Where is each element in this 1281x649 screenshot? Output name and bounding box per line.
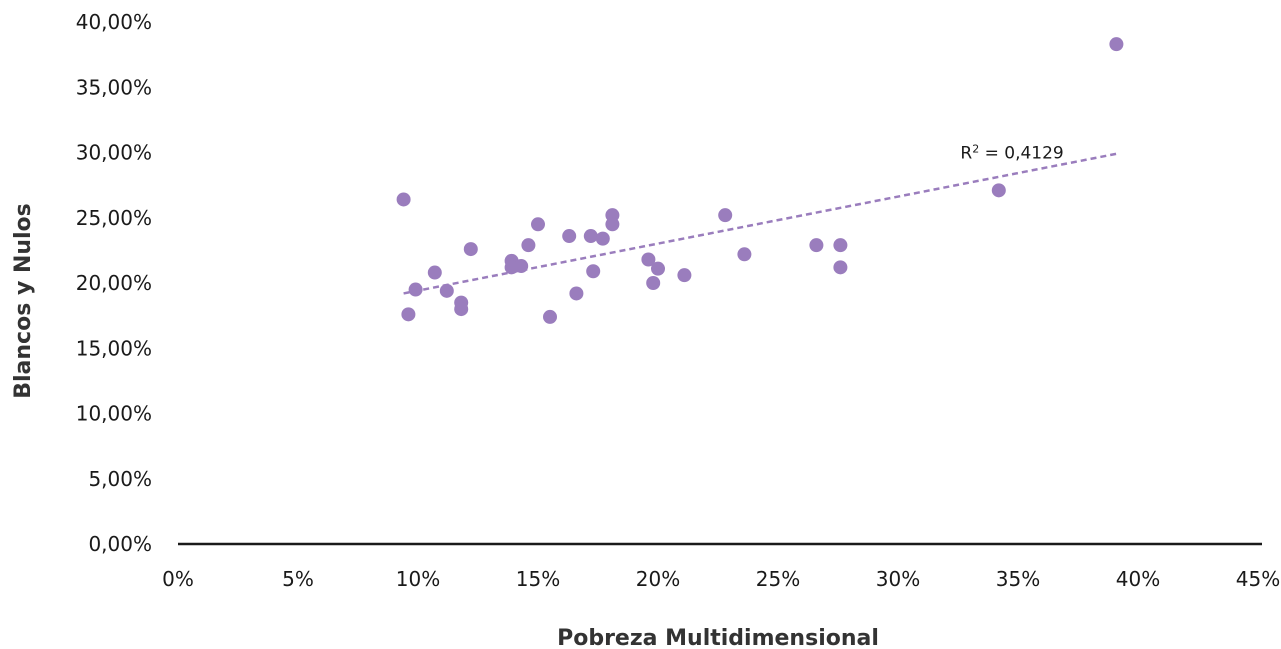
y-tick-label: 15,00% (76, 336, 152, 360)
x-tick-label: 30% (876, 567, 920, 591)
data-point (718, 208, 733, 223)
x-tick-label: 10% (396, 567, 440, 591)
data-point (651, 261, 665, 276)
y-axis-title: Blancos y Nulos (11, 203, 36, 399)
data-point (833, 260, 848, 275)
r-squared-value: = 0,4129 (979, 144, 1064, 164)
data-point (562, 229, 577, 244)
data-point (401, 307, 416, 322)
x-tick-label: 5% (282, 567, 314, 591)
x-axis-ticks: 0% 5% 10% 15% 20% 25% 30% 35% 40% 45% (162, 567, 1280, 591)
data-point (396, 192, 411, 207)
r-squared-r: R (960, 144, 972, 164)
y-tick-label: 10,00% (76, 402, 152, 426)
data-point (543, 309, 557, 324)
x-tick-label: 40% (1116, 567, 1160, 591)
r-squared-annotation: R2 = 0,4129 (960, 142, 1063, 164)
x-tick-label: 20% (636, 567, 680, 591)
data-point (521, 238, 536, 253)
y-tick-label: 40,00% (76, 10, 152, 34)
data-point (586, 264, 601, 279)
x-tick-label: 35% (996, 567, 1040, 591)
data-point (463, 242, 478, 257)
data-point (737, 247, 752, 262)
data-point (641, 252, 656, 267)
data-point (833, 238, 848, 253)
y-tick-label: 5,00% (88, 467, 152, 491)
data-point (514, 259, 529, 274)
data-point (595, 231, 610, 246)
y-tick-label: 30,00% (76, 141, 152, 165)
data-point (677, 268, 692, 283)
x-tick-label: 25% (756, 567, 800, 591)
data-point (991, 183, 1006, 198)
x-axis-title: Pobreza Multidimensional (557, 626, 879, 649)
y-tick-label: 35,00% (76, 75, 152, 99)
y-tick-label: 0,00% (88, 532, 152, 556)
data-point (583, 229, 598, 244)
data-point (1109, 37, 1124, 52)
y-tick-label: 20,00% (76, 271, 152, 295)
x-tick-label: 15% (516, 567, 560, 591)
r-squared-sup: 2 (972, 142, 979, 155)
data-points (396, 37, 1124, 324)
y-axis-ticks: 0,00% 5,00% 10,00% 15,00% 20,00% 25,00% 30,00%… (76, 10, 152, 556)
y-tick-label: 25,00% (76, 206, 152, 230)
data-point (569, 286, 584, 301)
data-point (408, 282, 423, 297)
data-point (809, 238, 824, 253)
x-tick-label: 0% (162, 567, 194, 591)
data-point (454, 302, 469, 317)
data-point (439, 283, 454, 298)
x-tick-label: 45% (1236, 567, 1280, 591)
data-point (605, 217, 620, 232)
data-point (646, 276, 661, 290)
data-point (427, 265, 442, 280)
data-point (531, 217, 545, 232)
